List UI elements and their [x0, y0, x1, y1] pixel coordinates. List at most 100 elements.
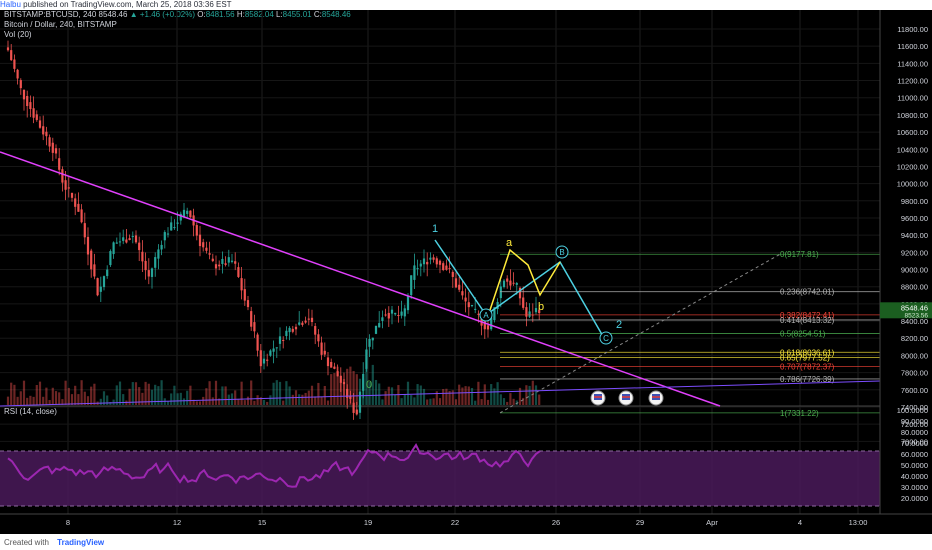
fib-level-label: 0.382(8472.41) — [780, 311, 835, 320]
time-tick-label: 19 — [364, 518, 372, 527]
volume-bar — [435, 391, 438, 405]
volume-bar — [138, 387, 141, 405]
fib-level-label: 0.707(7872.37) — [780, 362, 835, 371]
fib-level-label: 0(9177.81) — [780, 250, 819, 259]
event-markers — [590, 390, 664, 406]
candle-body — [438, 260, 442, 265]
wave-label-2: 2 — [616, 319, 622, 331]
candlesticks — [6, 40, 541, 420]
candle-body — [230, 260, 234, 262]
candle-body — [250, 311, 253, 327]
candle-body — [365, 349, 368, 369]
candle-body — [390, 309, 394, 314]
candle-body — [502, 280, 506, 288]
candle-body — [419, 263, 422, 267]
candle-body — [426, 261, 429, 265]
volume-bar — [141, 392, 144, 405]
volume-bar — [310, 385, 314, 405]
candle-body — [13, 59, 16, 69]
price-axis: 11800.00 11600.00 11400.00 11200.00 11000.00… — [879, 10, 932, 514]
price-chart-canvas[interactable]: 0(9177.81)0.236(8742.01)0.382(8472.41)0.… — [0, 10, 932, 534]
price-change: ▲ +1.46 (+0.02%) — [129, 10, 195, 19]
candle-body — [99, 286, 102, 292]
candle-body — [186, 210, 189, 214]
volume-bar — [243, 400, 246, 405]
chart-area[interactable]: BITSTAMP:BTCUSD, 240 8548.46 ▲ +1.46 (+0… — [0, 10, 932, 534]
volume-bar — [403, 394, 406, 405]
candle-body — [86, 236, 90, 255]
volume-bar — [26, 397, 29, 405]
candle-body — [218, 264, 221, 267]
volume-bar — [538, 394, 541, 405]
candle-body — [422, 258, 426, 265]
candle-body — [195, 225, 198, 236]
volume-bar — [186, 390, 189, 405]
candle-body — [406, 296, 410, 311]
candle-body — [32, 108, 35, 118]
event-flag-icon[interactable] — [648, 390, 664, 406]
candle-body — [234, 261, 237, 264]
rsi-tick-label: 60.0000 — [901, 450, 928, 459]
wave-label-a: a — [506, 237, 513, 249]
candle-body — [202, 242, 205, 248]
volume-bar — [483, 384, 486, 405]
fib-level-label: 0.786(7726.39) — [780, 375, 835, 384]
volume-bar — [35, 384, 38, 405]
volume-bar — [371, 364, 374, 405]
elliott-wave-ab — [489, 248, 561, 311]
candle-body — [336, 371, 339, 377]
volume-bar — [422, 388, 426, 405]
candle-body — [173, 227, 176, 229]
volume-bar — [285, 381, 288, 405]
candle-body — [461, 291, 464, 296]
event-flag-icon[interactable] — [590, 390, 606, 406]
volume-bar — [288, 386, 291, 405]
candle-body — [122, 237, 125, 241]
candle-body — [474, 308, 477, 310]
candle-body — [326, 357, 330, 367]
candle-body — [269, 350, 272, 356]
volume-bar — [144, 381, 147, 405]
volume-bar — [282, 400, 285, 405]
time-axis-bg — [0, 514, 932, 534]
volume-bar — [490, 384, 493, 405]
candle-body — [330, 362, 333, 368]
candle-body — [304, 320, 307, 323]
candle-body — [410, 275, 413, 296]
candle-body — [131, 236, 134, 238]
rsi-legend[interactable]: RSI (14, close) — [4, 407, 57, 416]
price-tick-label: 9200.00 — [901, 248, 928, 257]
drawings: 1 2 0 A B Ca b — [0, 151, 881, 407]
fib-level-label: 1(7331.22) — [780, 409, 819, 418]
axis-bg — [880, 10, 932, 514]
tradingview-logo[interactable]: TradingView — [57, 538, 105, 547]
candle-body — [454, 278, 458, 288]
candle-body — [150, 268, 154, 277]
volume-bar — [464, 386, 467, 405]
candle-body — [317, 334, 320, 342]
volume-bar — [406, 381, 410, 405]
candle-body — [432, 257, 435, 260]
volume-bar — [176, 393, 179, 405]
volume-bar — [6, 396, 10, 405]
wave-label-1: 1 — [432, 223, 438, 235]
candle-body — [397, 315, 400, 317]
event-flag-icon[interactable] — [618, 390, 634, 406]
volume-bar — [304, 392, 307, 405]
candle-body — [384, 314, 387, 316]
candle-body — [96, 278, 99, 296]
volume-bar — [61, 399, 64, 405]
volume-bar — [467, 386, 470, 405]
candle-body — [403, 308, 406, 317]
volume-legend[interactable]: Vol (20) — [4, 30, 32, 39]
wave-label-0: 0 — [366, 379, 372, 391]
volume-bar — [336, 366, 339, 405]
candle-body — [483, 321, 486, 330]
volume-bar — [499, 394, 502, 405]
volume-bar — [262, 399, 266, 405]
candle-body — [291, 328, 294, 332]
author-link[interactable]: Halbu — [0, 0, 21, 9]
candle-body — [67, 187, 70, 189]
volume-bar — [102, 391, 106, 405]
time-tick-label: 8 — [66, 518, 70, 527]
